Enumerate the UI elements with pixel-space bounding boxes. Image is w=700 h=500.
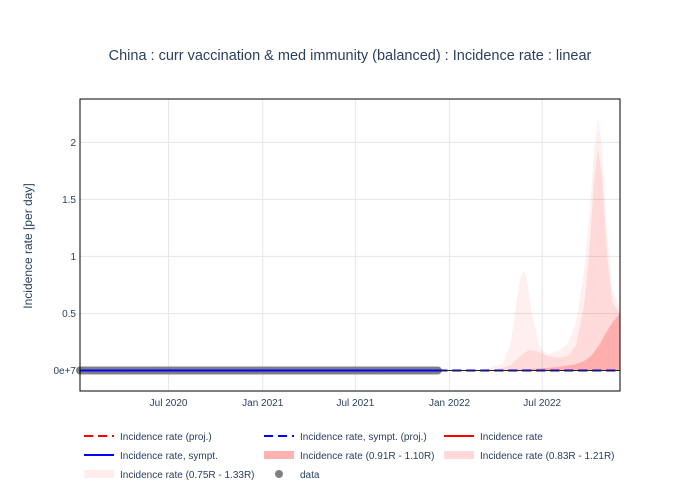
- legend-label: Incidence rate (0.83R - 1.21R): [480, 451, 615, 462]
- legend-item[interactable]: Incidence rate, sympt.: [84, 451, 218, 462]
- legend-label: Incidence rate: [480, 432, 543, 443]
- legend-swatch: [275, 470, 283, 478]
- legend-item[interactable]: Incidence rate (0.91R - 1.10R): [264, 451, 435, 462]
- y-tick-label: 2: [70, 138, 76, 149]
- chart-title: China : curr vaccination & med immunity …: [109, 48, 592, 64]
- legend-label: Incidence rate (0.91R - 1.10R): [300, 451, 435, 462]
- axes: Jul 2020 Jan 2021 Jul 2021 Jan 2022 Jul 2022…: [53, 98, 621, 409]
- x-tick-label: Jan 2021: [242, 398, 284, 409]
- legend-label: data: [300, 470, 320, 481]
- legend-item[interactable]: Incidence rate (0.75R - 1.33R): [84, 470, 255, 481]
- y-tick-label: 1.5: [62, 195, 76, 206]
- legend-label: Incidence rate, sympt.: [120, 451, 218, 462]
- band-incidence-rate-0-83r-1-21r-: [438, 148, 620, 371]
- y-tick-label: 1: [70, 252, 76, 263]
- legend-item[interactable]: Incidence rate, sympt. (proj.): [264, 432, 427, 443]
- legend-swatch: [264, 451, 294, 459]
- band-incidence-rate-0-75r-1-33r-: [438, 117, 620, 371]
- x-tick-label: Jul 2020: [150, 398, 188, 409]
- x-tick-label: Jul 2021: [336, 398, 374, 409]
- x-tick-label: Jul 2022: [523, 398, 561, 409]
- legend-label: Incidence rate, sympt. (proj.): [300, 432, 427, 443]
- band-incidence-rate-0-91r-1-10r-: [438, 313, 620, 371]
- legend-item[interactable]: Incidence rate (0.83R - 1.21R): [444, 451, 615, 462]
- y-axis-label: Incidence rate [per day]: [21, 183, 35, 308]
- y-tick-label: 0e+7: [53, 366, 76, 377]
- legend-label: Incidence rate (0.75R - 1.33R): [120, 470, 255, 481]
- legend-item[interactable]: Incidence rate (proj.): [84, 432, 212, 443]
- y-tick-label: 0.5: [62, 309, 76, 320]
- x-tick-label: Jan 2022: [429, 398, 471, 409]
- legend-label: Incidence rate (proj.): [120, 432, 212, 443]
- plot-frame: [79, 98, 621, 392]
- grid: [80, 99, 620, 391]
- legend-swatch: [444, 451, 474, 459]
- plot-area: [76, 117, 620, 375]
- legend[interactable]: Incidence rate (proj.) Incidence rate, sy…: [84, 432, 615, 481]
- legend-item[interactable]: data: [275, 470, 320, 481]
- legend-item[interactable]: Incidence rate: [444, 432, 543, 443]
- legend-swatch: [84, 470, 114, 478]
